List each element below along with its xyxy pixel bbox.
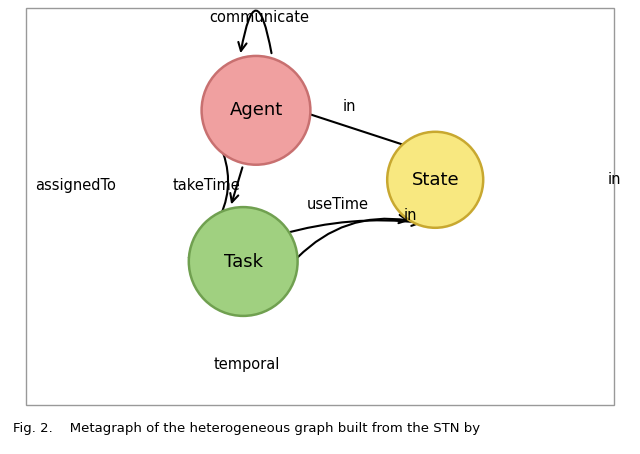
Text: Task: Task	[224, 252, 262, 271]
Ellipse shape	[202, 56, 310, 165]
Text: assignedTo: assignedTo	[35, 178, 116, 193]
Text: Fig. 2.    Metagraph of the heterogeneous graph built from the STN by: Fig. 2. Metagraph of the heterogeneous g…	[13, 422, 480, 435]
Ellipse shape	[189, 207, 298, 316]
Text: State: State	[412, 171, 459, 189]
Text: temporal: temporal	[213, 357, 280, 372]
Text: takeTime: takeTime	[172, 178, 240, 193]
Text: in: in	[342, 99, 356, 114]
Text: in: in	[607, 172, 621, 188]
Ellipse shape	[387, 132, 483, 228]
Text: Agent: Agent	[229, 101, 283, 119]
Text: communicate: communicate	[209, 10, 309, 25]
Text: in: in	[403, 207, 417, 222]
Text: useTime: useTime	[307, 197, 369, 212]
